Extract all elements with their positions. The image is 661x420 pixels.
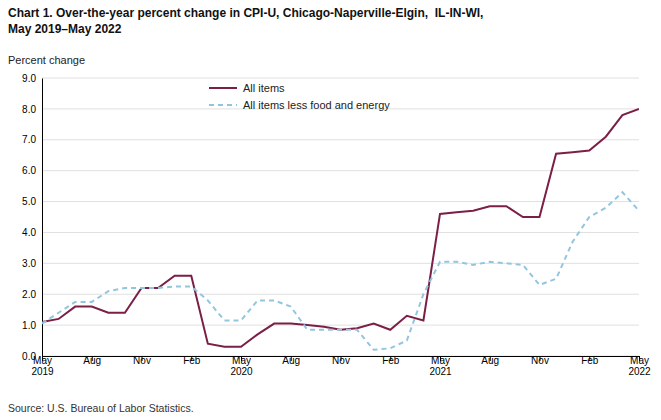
grid-line: [42, 201, 639, 202]
grid-line: [42, 170, 639, 171]
y-tick-label: 9.0: [22, 73, 36, 84]
y-tick-label: 8.0: [22, 104, 36, 115]
legend-item: All items less food and energy: [209, 99, 390, 111]
y-tick-label: 7.0: [22, 134, 36, 145]
y-tick: 3.0: [22, 258, 42, 269]
x-tick: Feb: [581, 355, 599, 366]
y-tick: 2.0: [22, 289, 42, 300]
y-tick-label: 2.0: [22, 289, 36, 300]
x-tick-label-line: May: [33, 355, 52, 366]
y-tick-label: 5.0: [22, 196, 36, 207]
x-tick-label-line: Nov: [332, 355, 350, 366]
y-axis-title: Percent change: [8, 54, 85, 66]
annotation: Source: U.S. Bureau of Labor Statistics.: [8, 402, 194, 414]
x-tick: Feb: [183, 355, 201, 366]
y-tick-label: 4.0: [22, 227, 36, 238]
x-tick-label-line: Aug: [481, 355, 499, 366]
y-tick: 1.0: [22, 320, 42, 331]
x-axis: May2019AugNovFebMay2020AugNovFebMay2021A…: [31, 355, 651, 377]
y-tick: 4.0: [22, 227, 42, 238]
x-tick-label-line: May: [232, 355, 251, 366]
grid-line: [42, 232, 639, 233]
x-tick: Nov: [531, 355, 549, 366]
x-tick-label-line: 2021: [429, 366, 452, 377]
y-tick: 9.0: [22, 73, 42, 84]
x-tick-label-line: Feb: [382, 355, 400, 366]
y-axis-line: [42, 79, 43, 357]
x-tick-label: Feb: [581, 355, 599, 366]
series-line: [42, 192, 639, 350]
x-tick-label-line: Feb: [581, 355, 599, 366]
x-tick: May2021: [429, 355, 452, 377]
x-tick-label-line: Aug: [282, 355, 300, 366]
x-tick: Aug: [282, 355, 300, 366]
x-tick: May2022: [628, 355, 651, 377]
grid-line: [42, 263, 639, 264]
title-line: Chart 1. Over-the-year percent change in…: [8, 6, 483, 20]
x-tick-label: Nov: [332, 355, 350, 366]
legend: All items All items less food and energy: [209, 82, 390, 111]
chart: Chart 1. Over-the-year percent change in…: [0, 0, 661, 420]
y-tick: 6.0: [22, 165, 42, 176]
x-tick-label-line: 2019: [31, 366, 54, 377]
x-tick-label-line: Nov: [133, 355, 151, 366]
grid: [42, 78, 639, 356]
y-tick: 7.0: [22, 134, 42, 145]
x-tick-label: Nov: [133, 355, 151, 366]
legend-label: All items: [243, 82, 285, 94]
title: Chart 1. Over-the-year percent change in…: [8, 6, 483, 36]
x-tick-label-line: 2020: [230, 366, 253, 377]
x-tick-label-line: Nov: [531, 355, 549, 366]
x-tick: May2019: [31, 355, 54, 377]
x-tick-label-line: Aug: [83, 355, 101, 366]
x-tick-label: May2021: [429, 355, 452, 377]
grid-line: [42, 294, 639, 295]
x-tick-label-line: May: [431, 355, 450, 366]
x-tick-label: Nov: [531, 355, 549, 366]
grid-line: [42, 325, 639, 326]
x-tick-label: Feb: [382, 355, 400, 366]
x-tick: Nov: [332, 355, 350, 366]
y-tick: 8.0: [22, 104, 42, 115]
y-tick-label: 3.0: [22, 258, 36, 269]
y-tick: 5.0: [22, 196, 42, 207]
legend-item: All items: [209, 82, 285, 94]
y-tick-label: 1.0: [22, 320, 36, 331]
x-tick: Nov: [133, 355, 151, 366]
plot: 0.01.02.03.04.05.06.07.08.09.0May2019Aug…: [22, 73, 651, 377]
series-line: [42, 109, 639, 347]
legend-label: All items less food and energy: [243, 99, 390, 111]
x-tick: May2020: [230, 355, 253, 377]
x-tick-label: Feb: [183, 355, 201, 366]
x-tick-label-line: 2022: [628, 366, 651, 377]
legend-swatch: [209, 104, 237, 106]
legend-swatch: [209, 87, 237, 89]
x-tick: Aug: [481, 355, 499, 366]
grid-line: [42, 139, 639, 140]
grid-line: [42, 78, 639, 79]
x-tick-label: Aug: [83, 355, 101, 366]
y-axis: 0.01.02.03.04.05.06.07.08.09.0: [22, 73, 42, 362]
x-tick-label: May2020: [230, 355, 253, 377]
x-tick-label: May2019: [31, 355, 54, 377]
x-tick: Aug: [83, 355, 101, 366]
x-tick-label: May2022: [628, 355, 651, 377]
title-line: May 2019–May 2022: [8, 22, 122, 36]
x-tick-label: Aug: [481, 355, 499, 366]
x-tick-label: Aug: [282, 355, 300, 366]
x-tick-label-line: Feb: [183, 355, 201, 366]
x-tick-label-line: May: [630, 355, 649, 366]
y-tick-label: 6.0: [22, 165, 36, 176]
x-tick: Feb: [382, 355, 400, 366]
lines: [42, 109, 639, 350]
